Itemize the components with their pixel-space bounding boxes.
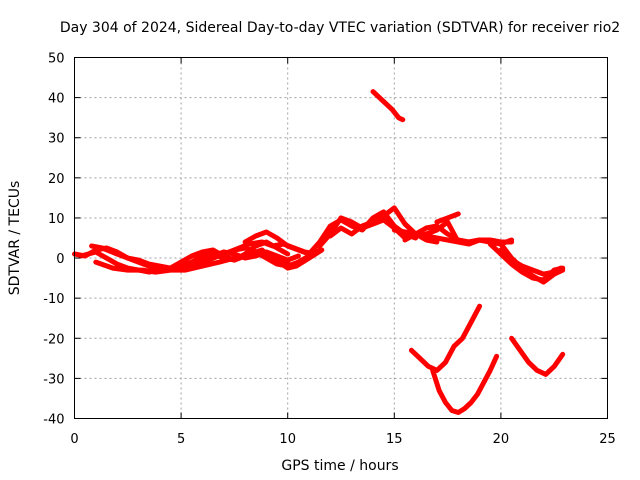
x-tick-label: 5 xyxy=(177,432,185,447)
x-tick-label: 10 xyxy=(279,432,296,447)
y-tick-label: -40 xyxy=(43,413,64,428)
y-tick-label: 10 xyxy=(48,212,65,227)
y-tick-label: -30 xyxy=(43,372,64,387)
x-tick-label: 25 xyxy=(599,432,616,447)
axis-ticks xyxy=(74,57,608,419)
series-line-arc-18 xyxy=(408,303,483,373)
x-tick-label: 15 xyxy=(386,432,403,447)
series-line-arc-7 xyxy=(231,239,318,257)
y-tick-label: 0 xyxy=(56,252,64,267)
y-tick-label: 30 xyxy=(48,132,65,147)
series-line-arc-19 xyxy=(430,353,500,415)
chart-title: Day 304 of 2024, Sidereal Day-to-day VTE… xyxy=(60,20,620,36)
data-series xyxy=(72,89,566,415)
series-line-arc-5 xyxy=(189,249,301,269)
y-axis-label: SDTVAR / TECUs xyxy=(7,181,23,296)
y-tick-label: 20 xyxy=(48,172,65,187)
x-axis-label: GPS time / hours xyxy=(281,458,398,474)
y-tick-labels: -40 -30 -20 -10 0 10 20 30 40 50 xyxy=(43,52,64,428)
series-line-arc-4 xyxy=(93,247,325,275)
series-line-arc-14 xyxy=(434,211,461,225)
series-line-arc-17 xyxy=(370,89,406,123)
x-tick-labels: 0 5 10 15 20 25 xyxy=(70,432,615,447)
y-tick-label: 40 xyxy=(48,92,65,107)
x-tick-label: 0 xyxy=(70,432,78,447)
series-line-arc-20 xyxy=(509,335,566,377)
y-tick-label: -10 xyxy=(43,292,64,307)
x-tick-label: 20 xyxy=(493,432,510,447)
y-tick-label: 50 xyxy=(48,52,65,67)
y-tick-label: -20 xyxy=(43,332,64,347)
series-line-arc-3 xyxy=(89,239,291,271)
plot-frame xyxy=(74,57,608,419)
series-line-arc-16 xyxy=(498,247,564,277)
